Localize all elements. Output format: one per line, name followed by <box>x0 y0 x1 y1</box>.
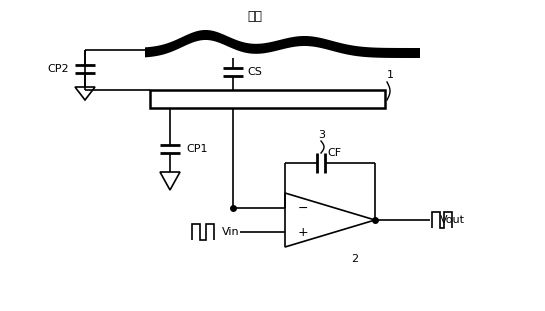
Text: CP1: CP1 <box>186 144 208 154</box>
Text: 1: 1 <box>386 70 393 80</box>
Text: CS: CS <box>247 67 262 77</box>
Text: −: − <box>298 202 308 215</box>
Polygon shape <box>145 30 420 58</box>
Text: Vout: Vout <box>439 215 464 225</box>
Text: +: + <box>298 225 308 239</box>
Text: 手指: 手指 <box>247 11 263 24</box>
Text: 2: 2 <box>352 254 359 264</box>
Text: Vin: Vin <box>222 227 240 237</box>
Text: CP2: CP2 <box>47 64 69 74</box>
Text: CF: CF <box>327 148 341 158</box>
Bar <box>150 90 385 108</box>
Text: 3: 3 <box>318 130 325 140</box>
